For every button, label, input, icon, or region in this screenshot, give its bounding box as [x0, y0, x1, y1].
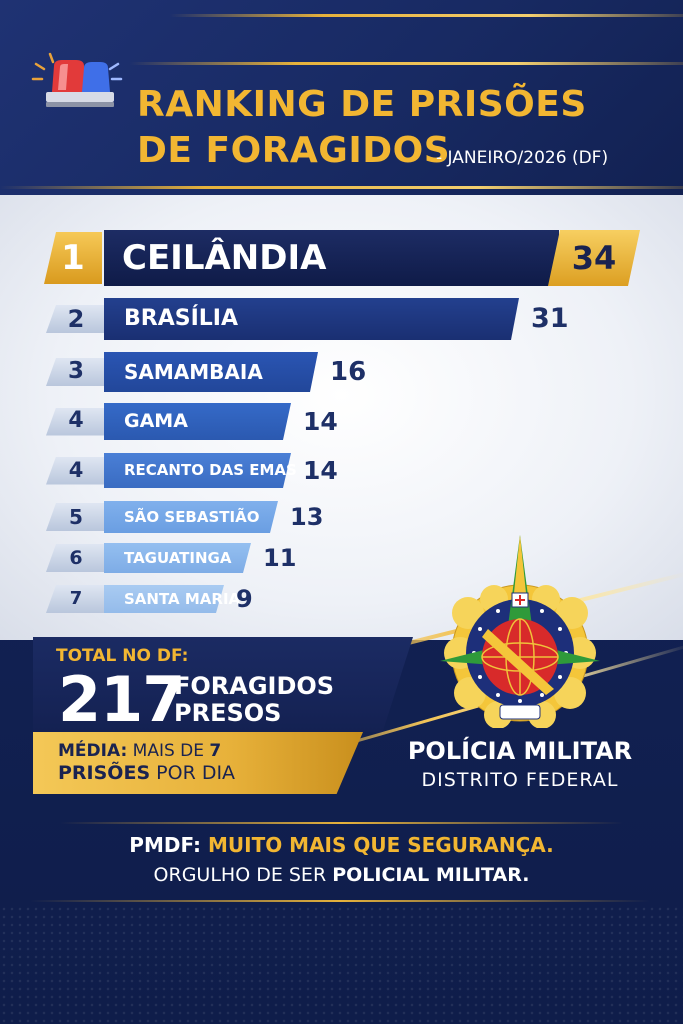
bar-7 [104, 543, 251, 573]
rank-badge-7 [46, 544, 106, 572]
average-text: MÉDIA: MAIS DE 7 PRISÕES POR DIA [58, 740, 235, 784]
total-box [33, 637, 413, 732]
bar-value-7: 11 [263, 544, 297, 572]
footer-pride: ORGULHO DE SER POLICIAL MILITAR. [0, 864, 683, 886]
rank-badge-6 [46, 503, 106, 531]
bar-label-7: TAGUATINGA [124, 549, 232, 567]
average-box [33, 732, 363, 794]
average-bold-2: PRISÕES [58, 762, 151, 784]
bar-8 [104, 585, 224, 613]
rank-number-7: 6 [69, 546, 83, 569]
subtitle: - JANEIRO/2026 (DF) [436, 148, 609, 168]
total-value: 217 [58, 663, 185, 736]
bar-value-3: 16 [330, 357, 367, 387]
dot-pattern [0, 905, 683, 1024]
bar-1 [104, 230, 559, 286]
header-gold-line-bottom [0, 186, 683, 189]
bar-label-6: SÃO SEBASTIÃO [124, 508, 260, 526]
bar-value-4: 14 [303, 407, 338, 436]
bar-value-8: 9 [236, 585, 253, 613]
pmdf-name: POLÍCIA MILITAR [407, 737, 633, 765]
rank-badge-4 [46, 407, 106, 436]
total-label: TOTAL NO DF: [56, 646, 189, 666]
rank-number-5: 4 [68, 457, 84, 482]
police-siren-icon [31, 52, 123, 107]
bar-value-6: 13 [290, 503, 324, 531]
header-gold-line-top [170, 14, 683, 17]
rank-number-2: 2 [67, 304, 85, 333]
bar-6 [104, 501, 278, 533]
bar-value-5: 14 [303, 456, 338, 485]
pmdf-subtitle: DISTRITO FEDERAL [421, 769, 619, 791]
rank-number-8: 7 [69, 588, 83, 610]
rank-number-4: 4 [68, 408, 84, 434]
average-bold-1: MÉDIA: [58, 741, 128, 761]
bar-label-5: RECANTO DAS EMAS [124, 461, 297, 479]
value-box-1 [548, 230, 640, 286]
bar-label-4: GAMA [124, 410, 188, 432]
bar-3 [104, 352, 318, 392]
pmdf-emblem [440, 535, 600, 728]
rank-badge-2 [46, 305, 106, 333]
rank-number-1: 1 [61, 237, 85, 278]
bar-label-2: BRASÍLIA [124, 306, 238, 331]
header: RANKING DE PRISÕES DE FORAGIDOS - JANEIR… [0, 0, 683, 195]
bar-label-1: CEILÂNDIA [122, 238, 327, 278]
bar-2 [104, 298, 519, 340]
title-line-2: DE FORAGIDOS [137, 130, 451, 171]
bar-value-2: 31 [531, 303, 569, 334]
average-text-1: MAIS DE [127, 741, 210, 761]
footer-pride-text: ORGULHO DE SER [153, 864, 333, 886]
total-unit: FORAGIDOS PRESOS [174, 673, 334, 727]
footer-slogan-main: MUITO MAIS QUE SEGURANÇA. [207, 833, 554, 857]
total-unit-line-1: FORAGIDOS [174, 672, 335, 700]
footer-slogan-prefix: PMDF: [129, 833, 208, 857]
rank-badge-8 [46, 585, 106, 613]
header-gold-line-mid [130, 62, 683, 65]
average-text-2: POR DIA [150, 762, 236, 784]
title-line-1: RANKING DE PRISÕES [137, 84, 587, 125]
bar-label-8: SANTA MARIA [124, 590, 241, 608]
bar-5 [104, 453, 291, 488]
footer-line-top [60, 822, 623, 824]
rank-number-3: 3 [67, 358, 84, 385]
average-number: 7 [209, 741, 222, 761]
rank-badge-3 [46, 358, 106, 386]
footer-line-bottom [30, 900, 650, 902]
rank-number-6: 5 [69, 505, 83, 529]
footer-pride-bold: POLICIAL MILITAR. [332, 864, 530, 886]
bar-value-1: 34 [571, 239, 617, 277]
footer-slogan: PMDF: MUITO MAIS QUE SEGURANÇA. [0, 833, 683, 857]
rank-badge-5 [46, 456, 106, 485]
bar-4 [104, 403, 291, 440]
bar-label-3: SAMAMBAIA [124, 360, 263, 384]
total-unit-line-2: PRESOS [174, 699, 282, 727]
